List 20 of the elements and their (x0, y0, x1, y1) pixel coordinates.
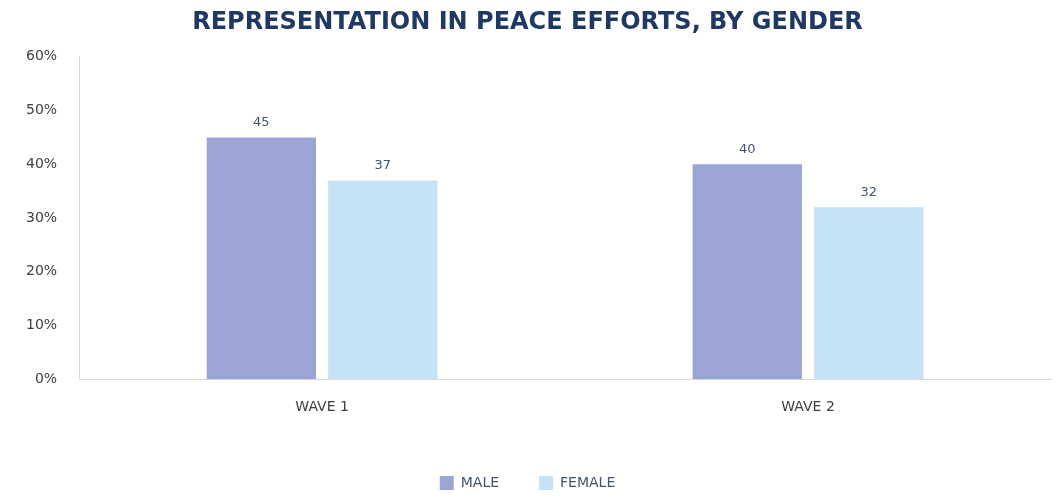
bar (692, 164, 802, 380)
y-tick-label: 0% (34, 369, 58, 386)
y-tick-label: 10% (25, 316, 58, 333)
data-label: 45 (253, 114, 270, 130)
y-tick-label: 60% (25, 47, 58, 64)
legend-label: FEMALE (560, 473, 616, 490)
data-label: 40 (739, 141, 756, 157)
bar (206, 137, 317, 380)
legend-label: MALE (460, 473, 500, 490)
y-tick-label: 50% (25, 101, 58, 118)
data-label: 37 (374, 157, 392, 173)
y-tick-label: 30% (25, 208, 58, 225)
y-tick-label: 40% (25, 154, 58, 171)
chart-title: REPRESENTATION IN PEACE EFFORTS, BY GENDER (192, 6, 863, 35)
x-tick-label: WAVE 1 (295, 398, 349, 415)
bar (814, 207, 924, 380)
y-tick-label: 20% (25, 262, 58, 279)
bar (328, 180, 438, 380)
x-tick-label: WAVE 2 (781, 398, 835, 415)
data-label: 32 (860, 184, 878, 200)
